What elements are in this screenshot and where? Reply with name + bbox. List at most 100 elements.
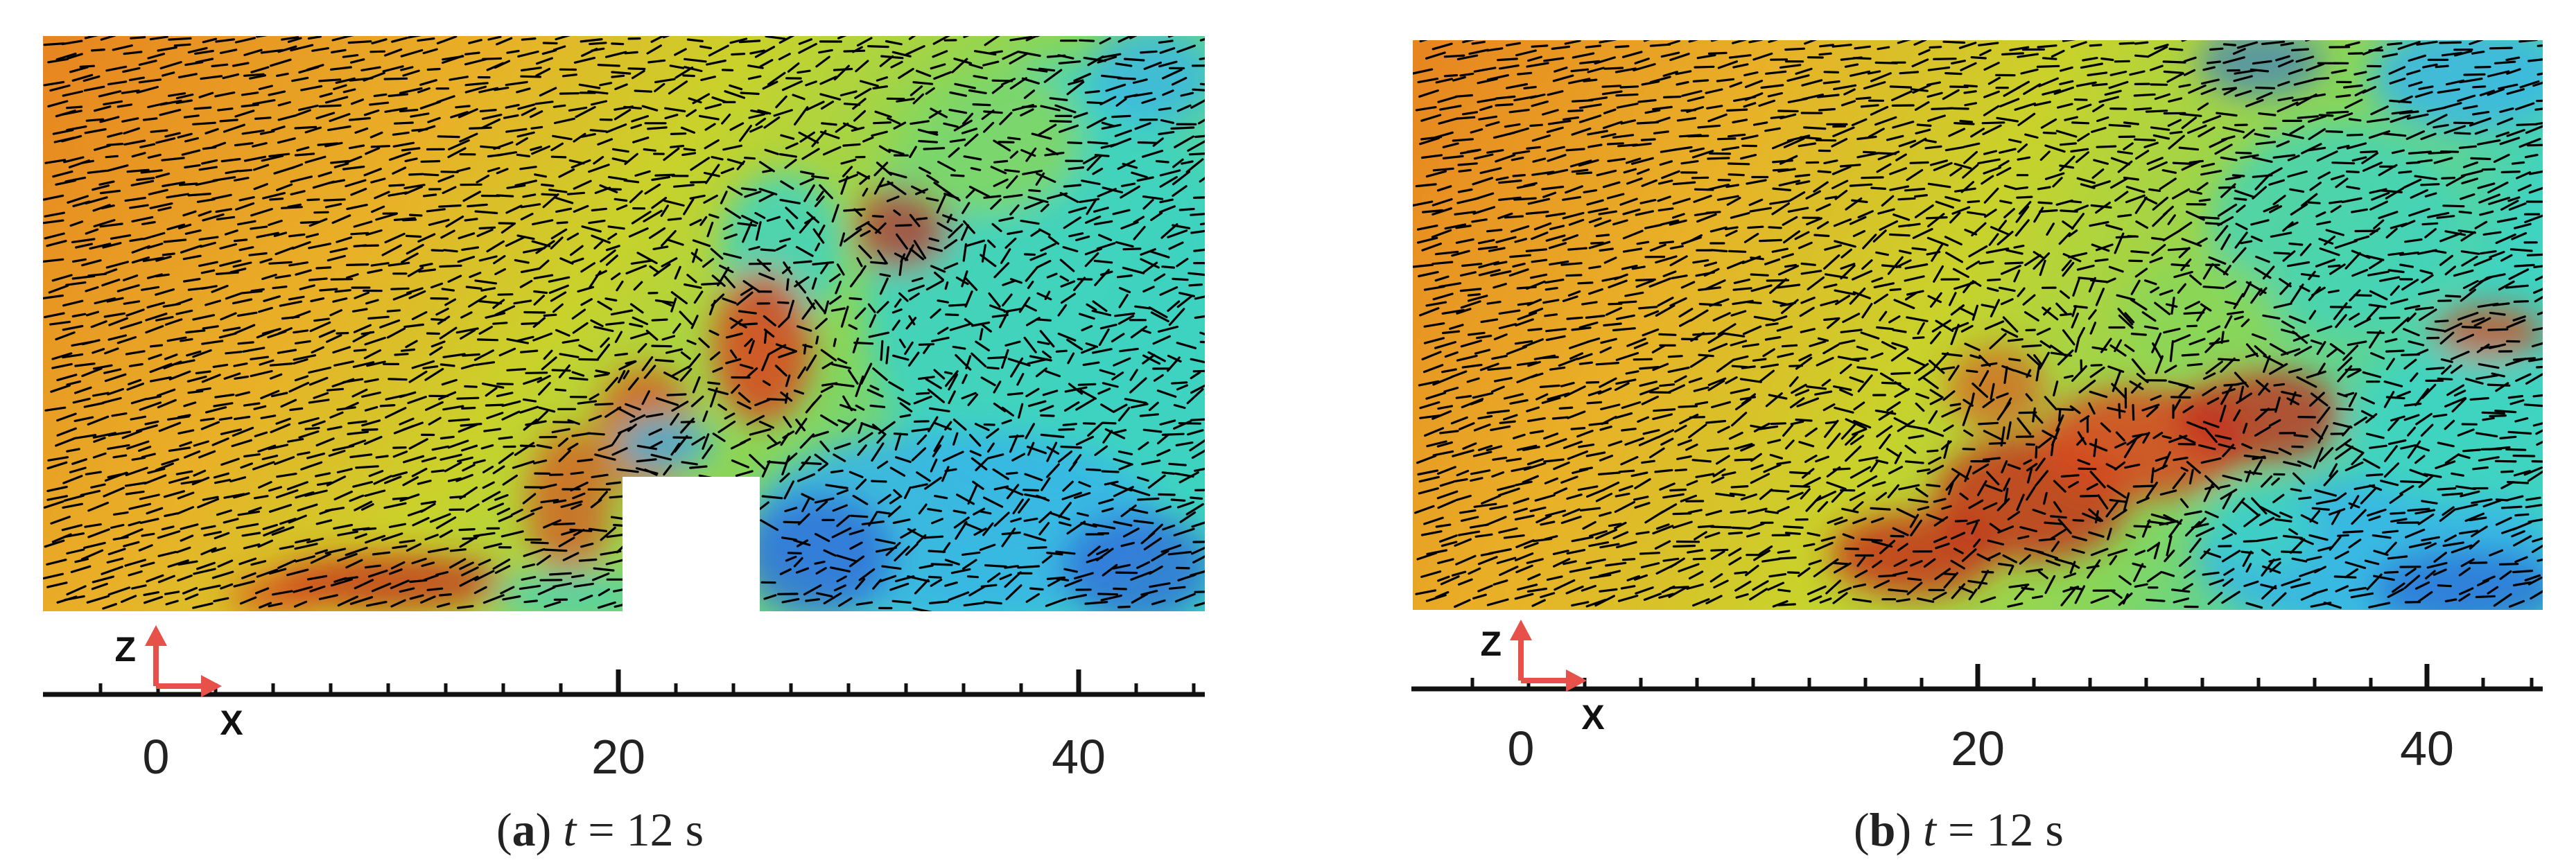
velocity-vector (177, 574, 193, 582)
velocity-vector (2202, 115, 2222, 124)
velocity-vector (1423, 516, 1444, 525)
velocity-vector (2222, 474, 2243, 482)
velocity-vector (1522, 338, 1544, 348)
velocity-vector (739, 363, 754, 369)
velocity-vector (1159, 46, 1176, 54)
velocity-vector (288, 514, 307, 524)
velocity-vector (2179, 221, 2193, 231)
velocity-vector (803, 184, 815, 202)
velocity-vector (1148, 523, 1163, 538)
velocity-vector (2240, 318, 2250, 328)
velocity-vector (79, 64, 95, 69)
velocity-vector (815, 335, 819, 344)
velocity-vector (1983, 62, 2000, 71)
velocity-vector (2268, 419, 2281, 427)
velocity-vector (161, 525, 175, 531)
velocity-vector (128, 378, 142, 386)
velocity-vector (1547, 168, 1569, 175)
velocity-vector (2151, 332, 2162, 353)
velocity-vector (1795, 418, 1813, 422)
velocity-vector (1115, 571, 1138, 575)
velocity-vector (163, 490, 185, 498)
velocity-vector (1474, 192, 1495, 200)
velocity-vector (296, 109, 311, 116)
velocity-vector (644, 183, 661, 195)
velocity-vector (2462, 161, 2479, 168)
velocity-vector (2457, 94, 2476, 103)
velocity-vector (1035, 172, 1045, 186)
velocity-vector (937, 222, 953, 232)
velocity-vector (806, 296, 816, 310)
velocity-vector (241, 130, 265, 135)
velocity-vector (942, 450, 964, 462)
velocity-vector (1478, 269, 1501, 277)
velocity-vector (129, 238, 144, 243)
velocity-vector (665, 348, 684, 354)
velocity-vector (835, 485, 848, 489)
velocity-vector (1426, 440, 1447, 448)
velocity-vector (261, 155, 284, 162)
velocity-vector (654, 78, 676, 84)
velocity-vector (293, 586, 313, 593)
velocity-vector (1040, 203, 1050, 213)
velocity-vector (294, 543, 318, 550)
velocity-vector (2207, 325, 2221, 333)
velocity-vector (762, 80, 778, 90)
velocity-vector (868, 511, 878, 527)
velocity-vector (1130, 403, 1149, 409)
velocity-vector (2165, 303, 2178, 308)
velocity-vector (944, 281, 949, 290)
velocity-vector (867, 303, 876, 313)
velocity-vector (223, 372, 241, 380)
velocity-vector (898, 257, 903, 277)
velocity-vector (136, 177, 155, 182)
velocity-vector (2414, 387, 2429, 407)
velocity-vector (572, 322, 589, 334)
velocity-vector (1996, 231, 2014, 246)
velocity-vector (1000, 349, 1009, 369)
velocity-vector (1419, 307, 1440, 317)
velocity-vector (1861, 259, 1873, 270)
velocity-vector (1729, 492, 1746, 497)
velocity-vector (2088, 508, 2103, 522)
panel-a-tick-label-0: 0 (143, 730, 170, 784)
velocity-vector (2188, 468, 2194, 485)
velocity-vector (763, 594, 777, 600)
velocity-vector (1120, 221, 1139, 230)
velocity-vector (523, 599, 538, 604)
velocity-vector (911, 447, 927, 462)
velocity-vector (498, 514, 513, 523)
velocity-vector (1909, 137, 1927, 148)
velocity-vector (2408, 207, 2430, 217)
velocity-vector (738, 310, 757, 315)
velocity-vector (952, 432, 959, 446)
velocity-vector (103, 100, 123, 106)
velocity-vector (326, 334, 342, 343)
velocity-vector (749, 125, 763, 133)
velocity-vector (501, 222, 516, 234)
velocity-vector (998, 216, 1014, 222)
velocity-vector (233, 492, 250, 499)
velocity-vector (2005, 249, 2024, 255)
velocity-vector (1834, 406, 1854, 414)
velocity-vector (2130, 299, 2148, 311)
velocity-vector (778, 316, 790, 328)
velocity-vector (2062, 220, 2074, 230)
velocity-vector (442, 186, 457, 194)
velocity-vector (1605, 306, 1623, 316)
velocity-vector (2407, 440, 2421, 459)
velocity-vector (157, 399, 177, 409)
velocity-vector (555, 388, 567, 392)
velocity-vector (611, 430, 623, 446)
velocity-vector (681, 152, 697, 157)
velocity-vector (332, 297, 348, 303)
velocity-vector (1600, 338, 1617, 344)
velocity-vector (195, 387, 211, 392)
velocity-vector (473, 349, 494, 361)
velocity-vector (1635, 279, 1655, 288)
velocity-vector (276, 472, 297, 478)
velocity-vector (464, 51, 480, 55)
velocity-vector (2124, 312, 2135, 324)
velocity-vector (1566, 493, 1583, 500)
velocity-vector (2124, 344, 2135, 352)
